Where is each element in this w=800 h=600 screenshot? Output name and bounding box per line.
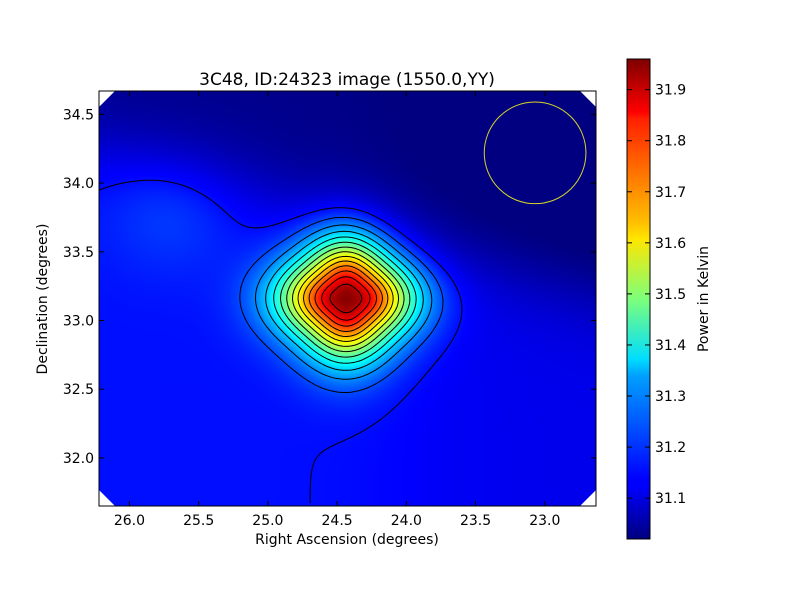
y-axis-label: Declination (degrees) — [35, 224, 51, 375]
colorbar-label: Power in Kelvin — [696, 246, 712, 352]
colorbar-axis: 31.1 31.2 31.3 31.4 31.5 31.6 31.7 31.8 31.9 — [627, 83, 686, 507]
colorbar-tick-label: 31.1 — [655, 491, 686, 507]
colorbar-tick-label: 31.7 — [655, 185, 686, 201]
y-tick-label: 32.5 — [63, 382, 94, 398]
contour-line — [321, 276, 371, 321]
contour-line — [280, 241, 411, 358]
contour-line — [265, 230, 424, 371]
contour-line — [255, 224, 433, 380]
colorbar-tick-label: 31.4 — [655, 338, 686, 354]
contour-line — [99, 179, 463, 503]
x-tick-label: 23.0 — [529, 513, 560, 529]
colorbar-tick-label: 31.3 — [655, 389, 686, 405]
colorbar-tick-label: 31.8 — [655, 134, 686, 150]
contour-line — [239, 216, 444, 393]
beam-circle — [483, 101, 587, 205]
heatmap-image — [99, 91, 596, 506]
colorbar-tick-label: 31.5 — [655, 287, 686, 303]
contour-line — [303, 260, 389, 337]
contour-line — [292, 251, 400, 347]
x-tick-label: 24.5 — [322, 513, 353, 529]
contour-line — [297, 255, 394, 342]
x-tick-label: 23.5 — [460, 513, 491, 529]
y-tick-label: 34.0 — [63, 176, 94, 192]
corner-cutout — [580, 490, 596, 506]
colorbar — [626, 58, 651, 540]
contour-line — [329, 283, 363, 314]
y-tick-label: 33.5 — [63, 245, 94, 261]
contour-line — [308, 265, 383, 332]
plot-frame — [98, 90, 597, 507]
x-axis-label: Right Ascension (degrees) — [255, 532, 439, 548]
corner-cutout — [580, 91, 596, 107]
contour-line — [273, 236, 417, 364]
colorbar-tick-label: 31.6 — [655, 236, 686, 252]
x-tick-label: 26.0 — [114, 513, 145, 529]
x-tick-label: 25.0 — [252, 513, 283, 529]
contour-lines — [99, 179, 463, 503]
contour-line — [314, 270, 378, 327]
x-tick-label: 25.5 — [183, 513, 214, 529]
corner-cutout — [99, 91, 115, 107]
corner-cutout — [99, 490, 115, 506]
colorbar-tick-label: 31.2 — [655, 440, 686, 456]
x-tick-label: 24.0 — [391, 513, 422, 529]
y-axis: 32.0 32.5 33.0 33.5 34.0 34.5 — [63, 107, 596, 467]
y-tick-label: 32.0 — [63, 451, 94, 467]
image-corner-cutouts — [99, 91, 596, 506]
y-tick-label: 33.0 — [63, 313, 94, 329]
x-axis: 26.0 25.5 25.0 24.5 24.0 23.5 23.0 — [114, 91, 560, 529]
y-tick-label: 34.5 — [63, 107, 94, 123]
chart-title: 3C48, ID:24323 image (1550.0,YY) — [199, 70, 495, 90]
colorbar-tick-label: 31.9 — [655, 83, 686, 99]
contour-line — [286, 246, 405, 353]
